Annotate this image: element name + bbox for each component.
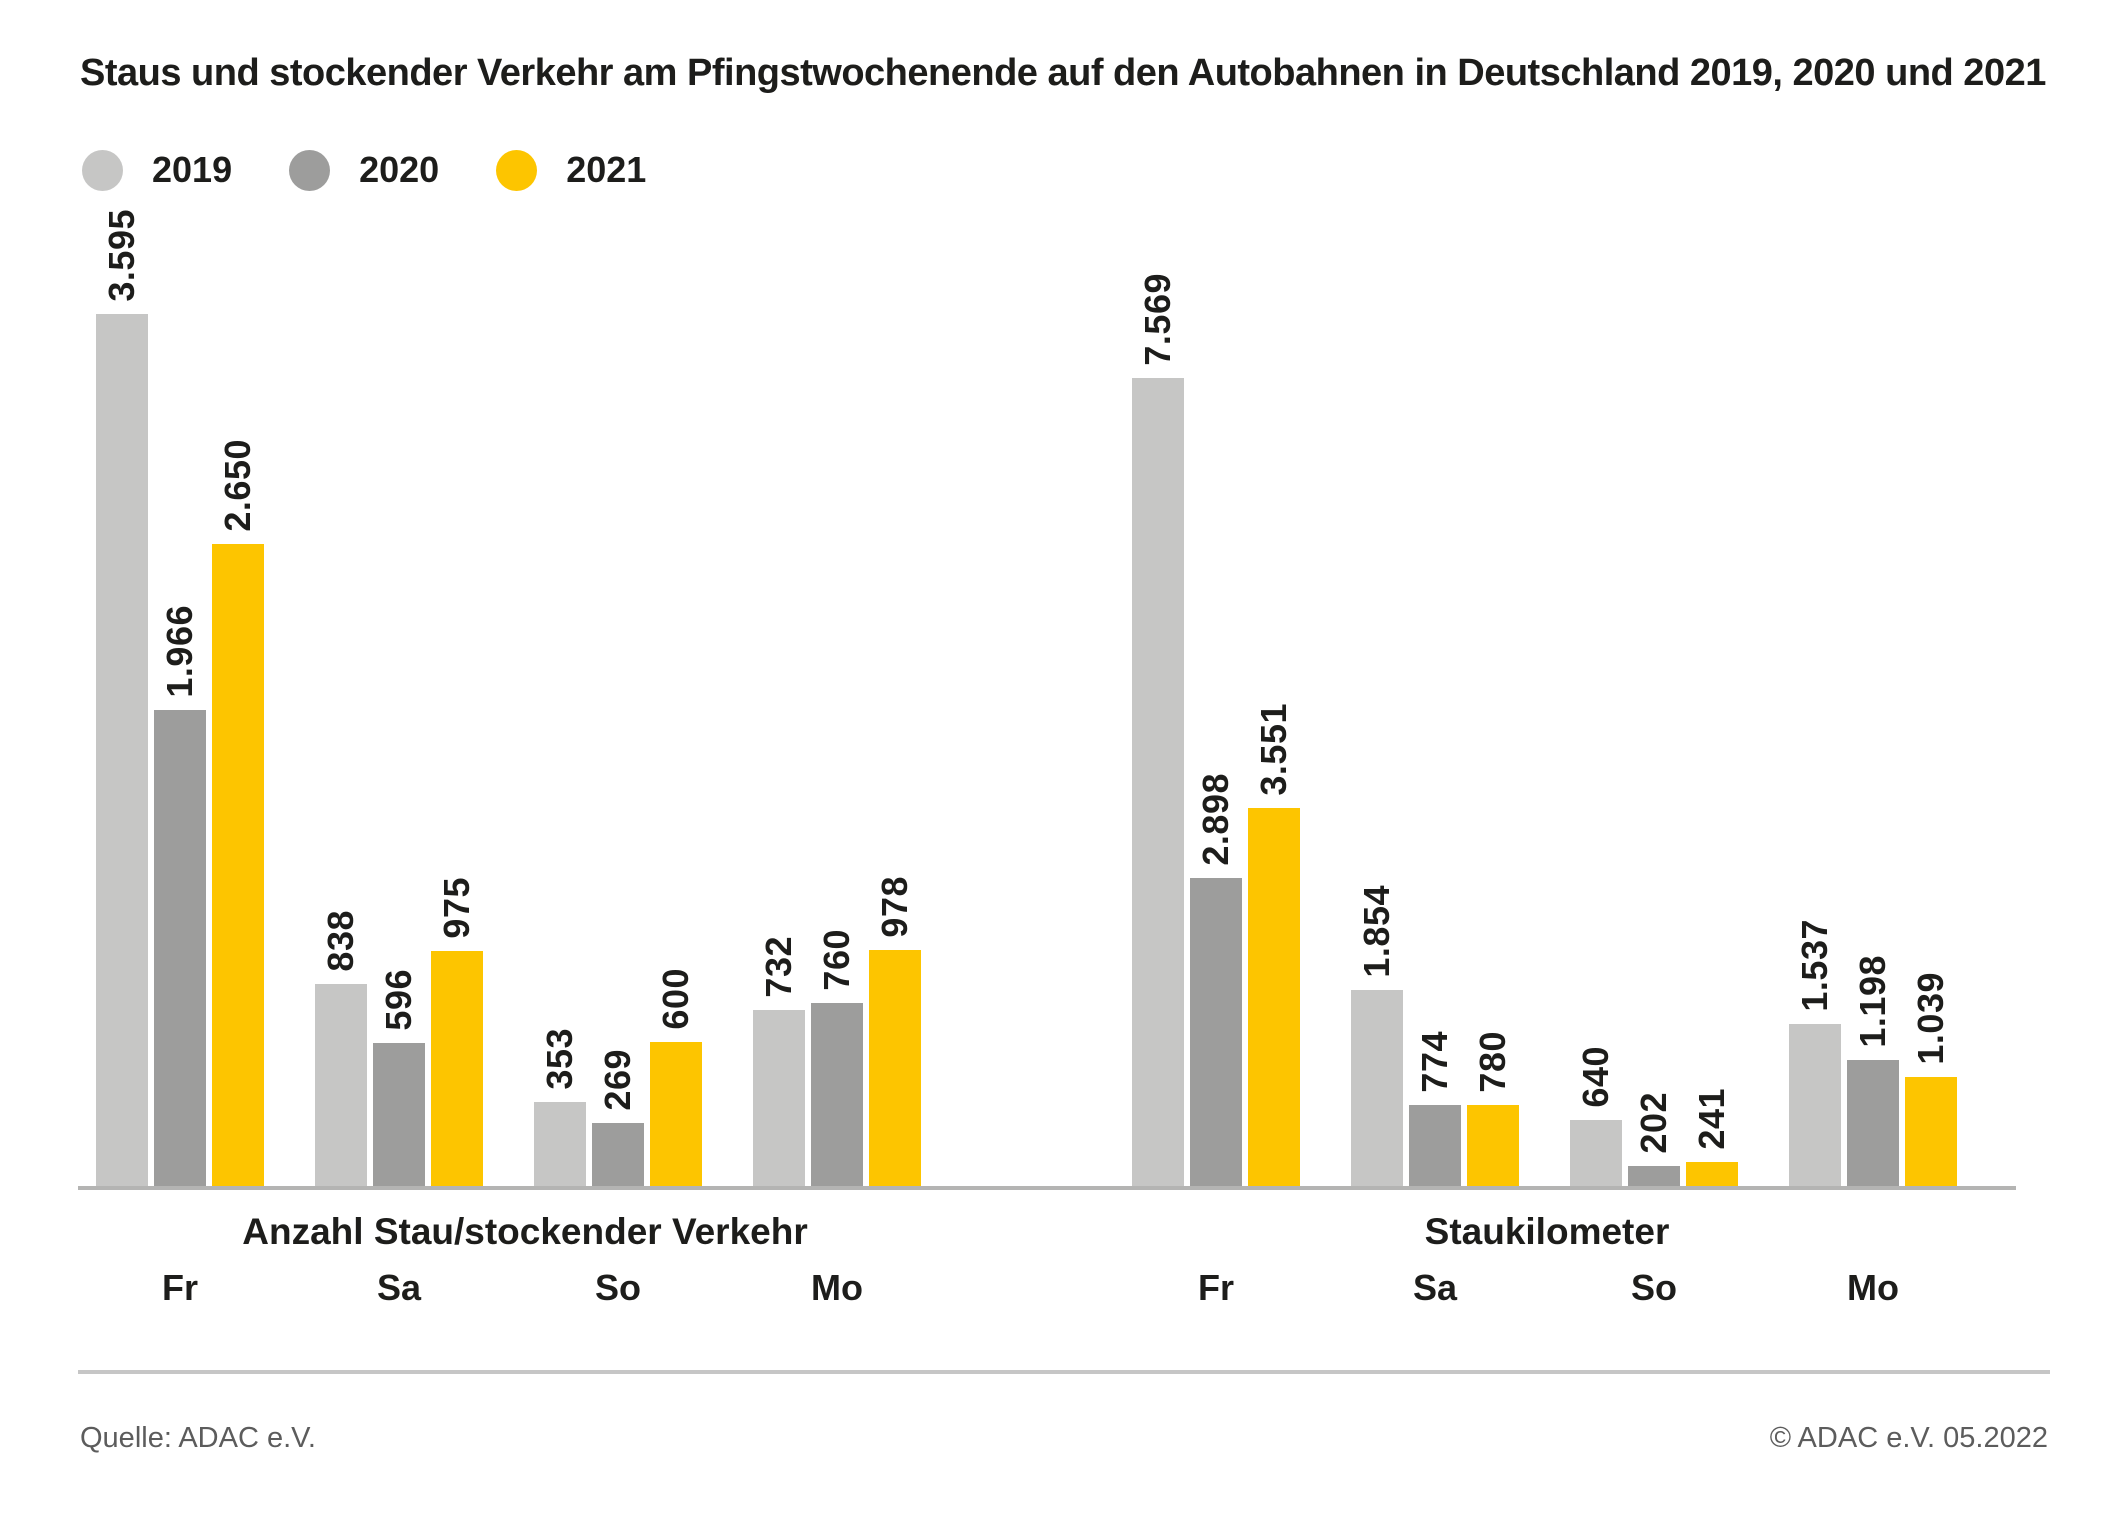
day-label-anzahl-So: So — [594, 1267, 642, 1308]
value-label-anzahl-Fr-2019: 3.595 — [101, 209, 142, 302]
day-label-anzahl-Mo: Mo — [811, 1267, 863, 1308]
chart-title-anzahl: Anzahl Stau/stockender Verkehr — [242, 1211, 808, 1252]
legend-item-2021: 2021 — [496, 149, 647, 191]
day-label-staukm-Fr: Fr — [1198, 1267, 1234, 1308]
legend-swatch-2021 — [496, 149, 538, 191]
bar-staukm-Mo-2019 — [1789, 1024, 1841, 1188]
bar-anzahl-Fr-2020 — [154, 710, 206, 1188]
value-label-staukm-Mo-2019: 1.537 — [1794, 919, 1835, 1012]
value-label-anzahl-Fr-2020: 1.966 — [159, 605, 200, 698]
value-label-staukm-Sa-2021: 780 — [1472, 1031, 1513, 1093]
bar-staukm-Fr-2019 — [1132, 378, 1184, 1188]
legend-item-2019: 2019 — [82, 149, 233, 191]
bar-anzahl-Fr-2021 — [212, 544, 264, 1188]
value-label-anzahl-Sa-2020: 596 — [378, 969, 419, 1031]
value-label-staukm-So-2020: 202 — [1633, 1092, 1674, 1154]
bar-staukm-So-2019 — [1570, 1120, 1622, 1188]
bar-anzahl-Fr-2019 — [96, 314, 148, 1188]
copyright-note: © ADAC e.V. 05.2022 — [1769, 1422, 2048, 1454]
value-label-anzahl-Mo-2019: 732 — [758, 936, 799, 998]
value-label-anzahl-Fr-2021: 2.650 — [217, 439, 258, 532]
legend-label-2021: 2021 — [566, 149, 647, 190]
value-label-staukm-So-2021: 241 — [1691, 1088, 1732, 1150]
chart-title-staukilometer: Staukilometer — [1424, 1211, 1670, 1252]
legend-label-2020: 2020 — [359, 149, 440, 190]
day-label-staukm-Sa: Sa — [1412, 1267, 1458, 1308]
footer-divider — [78, 1370, 2050, 1374]
bar-staukm-Sa-2020 — [1409, 1105, 1461, 1188]
day-label-anzahl-Sa: Sa — [376, 1267, 422, 1308]
day-label-staukm-So: So — [1630, 1267, 1678, 1308]
bar-anzahl-Mo-2020 — [811, 1003, 863, 1188]
bar-staukm-So-2021 — [1686, 1162, 1738, 1188]
legend-swatch-2020 — [289, 149, 331, 191]
value-label-staukm-Fr-2020: 2.898 — [1195, 773, 1236, 866]
baseline-axis — [78, 1186, 2016, 1190]
value-label-anzahl-So-2020: 269 — [597, 1049, 638, 1111]
bar-anzahl-Mo-2019 — [753, 1010, 805, 1188]
value-label-staukm-Sa-2019: 1.854 — [1356, 885, 1397, 978]
value-label-anzahl-Mo-2021: 978 — [874, 876, 915, 938]
day-label-staukm-Mo: Mo — [1847, 1267, 1899, 1308]
value-label-staukm-Mo-2021: 1.039 — [1910, 972, 1951, 1065]
bar-staukm-Mo-2021 — [1905, 1077, 1957, 1188]
legend-item-2020: 2020 — [289, 149, 440, 191]
bar-staukm-Sa-2021 — [1467, 1105, 1519, 1188]
bar-anzahl-Sa-2020 — [373, 1043, 425, 1188]
legend-label-2019: 2019 — [152, 149, 233, 190]
bar-anzahl-Sa-2021 — [431, 951, 483, 1188]
bar-staukm-Fr-2021 — [1248, 808, 1300, 1188]
page-title: Staus und stockender Verkehr am Pfingstw… — [80, 52, 2046, 94]
bar-anzahl-Sa-2019 — [315, 984, 367, 1188]
value-label-anzahl-So-2019: 353 — [539, 1028, 580, 1090]
bar-anzahl-Mo-2021 — [869, 950, 921, 1188]
bar-staukm-Fr-2020 — [1190, 878, 1242, 1188]
value-label-anzahl-Sa-2021: 975 — [436, 877, 477, 939]
day-label-anzahl-Fr: Fr — [162, 1267, 198, 1308]
bar-anzahl-So-2021 — [650, 1042, 702, 1188]
bar-staukm-So-2020 — [1628, 1166, 1680, 1188]
bar-staukm-Sa-2019 — [1351, 990, 1403, 1188]
value-label-staukm-Mo-2020: 1.198 — [1852, 955, 1893, 1048]
value-label-anzahl-So-2021: 600 — [655, 968, 696, 1030]
bar-anzahl-So-2019 — [534, 1102, 586, 1188]
legend-swatch-2019 — [82, 149, 123, 191]
legend: 2019 2020 2021 — [82, 148, 703, 192]
value-label-staukm-Fr-2021: 3.551 — [1253, 703, 1294, 796]
value-label-staukm-Fr-2019: 7.569 — [1137, 273, 1178, 366]
source-note: Quelle: ADAC e.V. — [80, 1422, 316, 1454]
value-label-anzahl-Sa-2019: 838 — [320, 910, 361, 972]
value-label-anzahl-Mo-2020: 760 — [816, 929, 857, 991]
bar-anzahl-So-2020 — [592, 1123, 644, 1188]
bar-staukm-Mo-2020 — [1847, 1060, 1899, 1188]
value-label-staukm-Sa-2020: 774 — [1414, 1031, 1455, 1093]
value-label-staukm-So-2019: 640 — [1575, 1046, 1616, 1108]
